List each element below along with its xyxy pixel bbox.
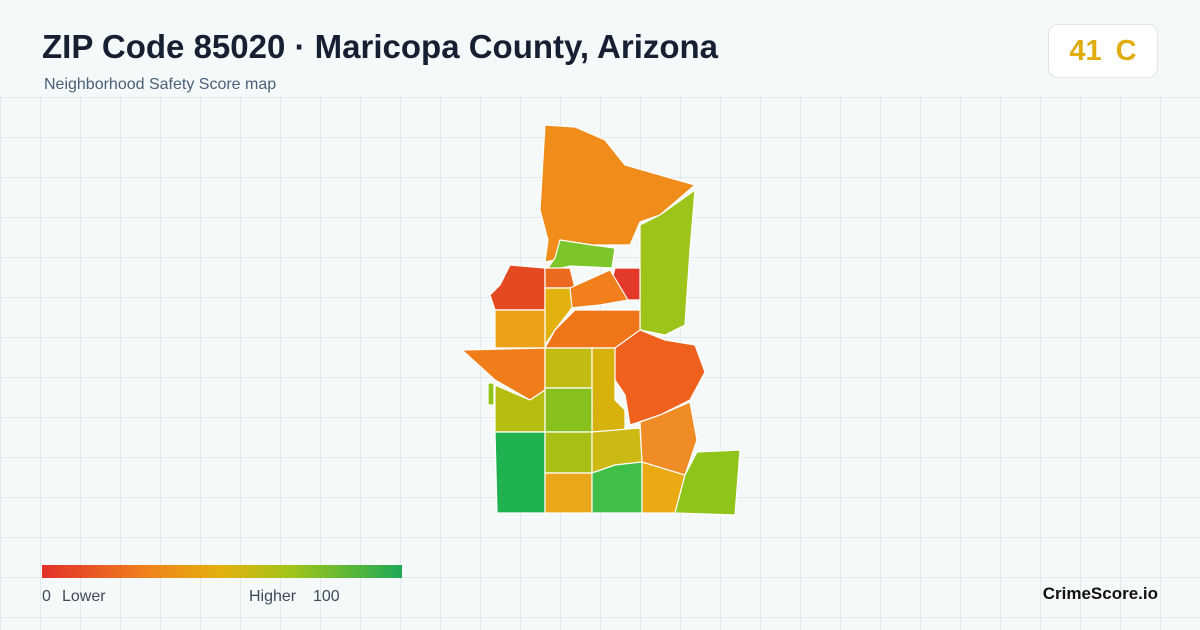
legend-gradient — [42, 565, 402, 578]
area — [489, 264, 546, 311]
area — [544, 472, 593, 514]
legend-max-label: Higher — [249, 588, 297, 605]
score-grade: C — [1115, 34, 1137, 67]
area — [544, 387, 593, 433]
area — [674, 449, 741, 516]
legend-min: 0 — [42, 588, 51, 605]
score-value: 41 — [1069, 34, 1102, 67]
area — [614, 329, 706, 426]
area — [543, 239, 616, 273]
area — [544, 431, 593, 474]
subtitle: Neighborhood Safety Score map — [44, 76, 277, 93]
header-background — [0, 0, 1200, 96]
title: ZIP Code 85020 · Maricopa County, Arizon… — [42, 28, 719, 65]
area — [487, 382, 495, 406]
area — [494, 431, 546, 514]
score-badge: 41 C — [1048, 24, 1158, 78]
area — [494, 309, 546, 349]
area — [544, 267, 576, 289]
area — [539, 124, 697, 263]
legend-min-label: Lower — [62, 588, 106, 605]
area — [543, 309, 641, 349]
area — [544, 347, 593, 389]
legend-max: 100 — [313, 588, 340, 605]
brand: CrimeScore.io — [1042, 584, 1158, 603]
area — [639, 188, 696, 336]
